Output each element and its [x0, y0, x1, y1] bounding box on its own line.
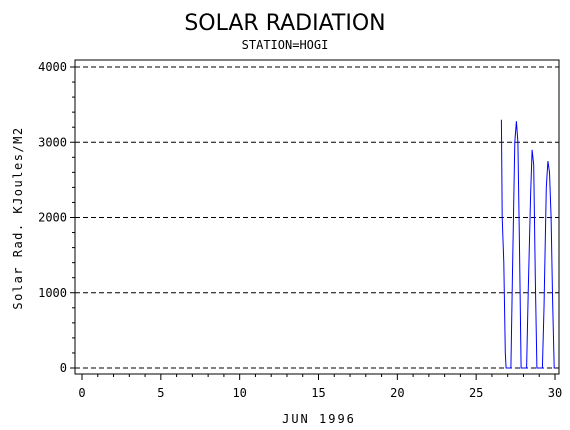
series-layer [500, 119, 555, 369]
x-axis: 0 5 10 15 20 25 30 [78, 374, 562, 400]
x-tick-label: 25 [469, 386, 483, 400]
y-axis-label: Solar Rad. KJoules/M2 [11, 126, 25, 309]
y-tick-label: 2000 [38, 211, 67, 225]
x-tick-label: 20 [390, 386, 404, 400]
x-tick-label: 10 [232, 386, 246, 400]
y-tick-label: 4000 [38, 60, 67, 74]
y-tick-label: 0 [60, 361, 67, 375]
series-line [500, 119, 555, 369]
grid-lines [75, 66, 559, 369]
x-tick-label: 0 [78, 386, 85, 400]
y-tick-label: 3000 [38, 135, 67, 149]
y-tick-label: 1000 [38, 286, 67, 300]
x-tick-label: 15 [311, 386, 325, 400]
y-axis: 0 1000 2000 3000 4000 [38, 60, 75, 375]
x-tick-label: 5 [157, 386, 164, 400]
chart-subtitle: STATION=HOGI [242, 38, 329, 52]
x-axis-label: JUN 1996 [282, 412, 356, 426]
chart-title: SOLAR RADIATION [184, 11, 385, 36]
x-tick-label: 30 [548, 386, 562, 400]
